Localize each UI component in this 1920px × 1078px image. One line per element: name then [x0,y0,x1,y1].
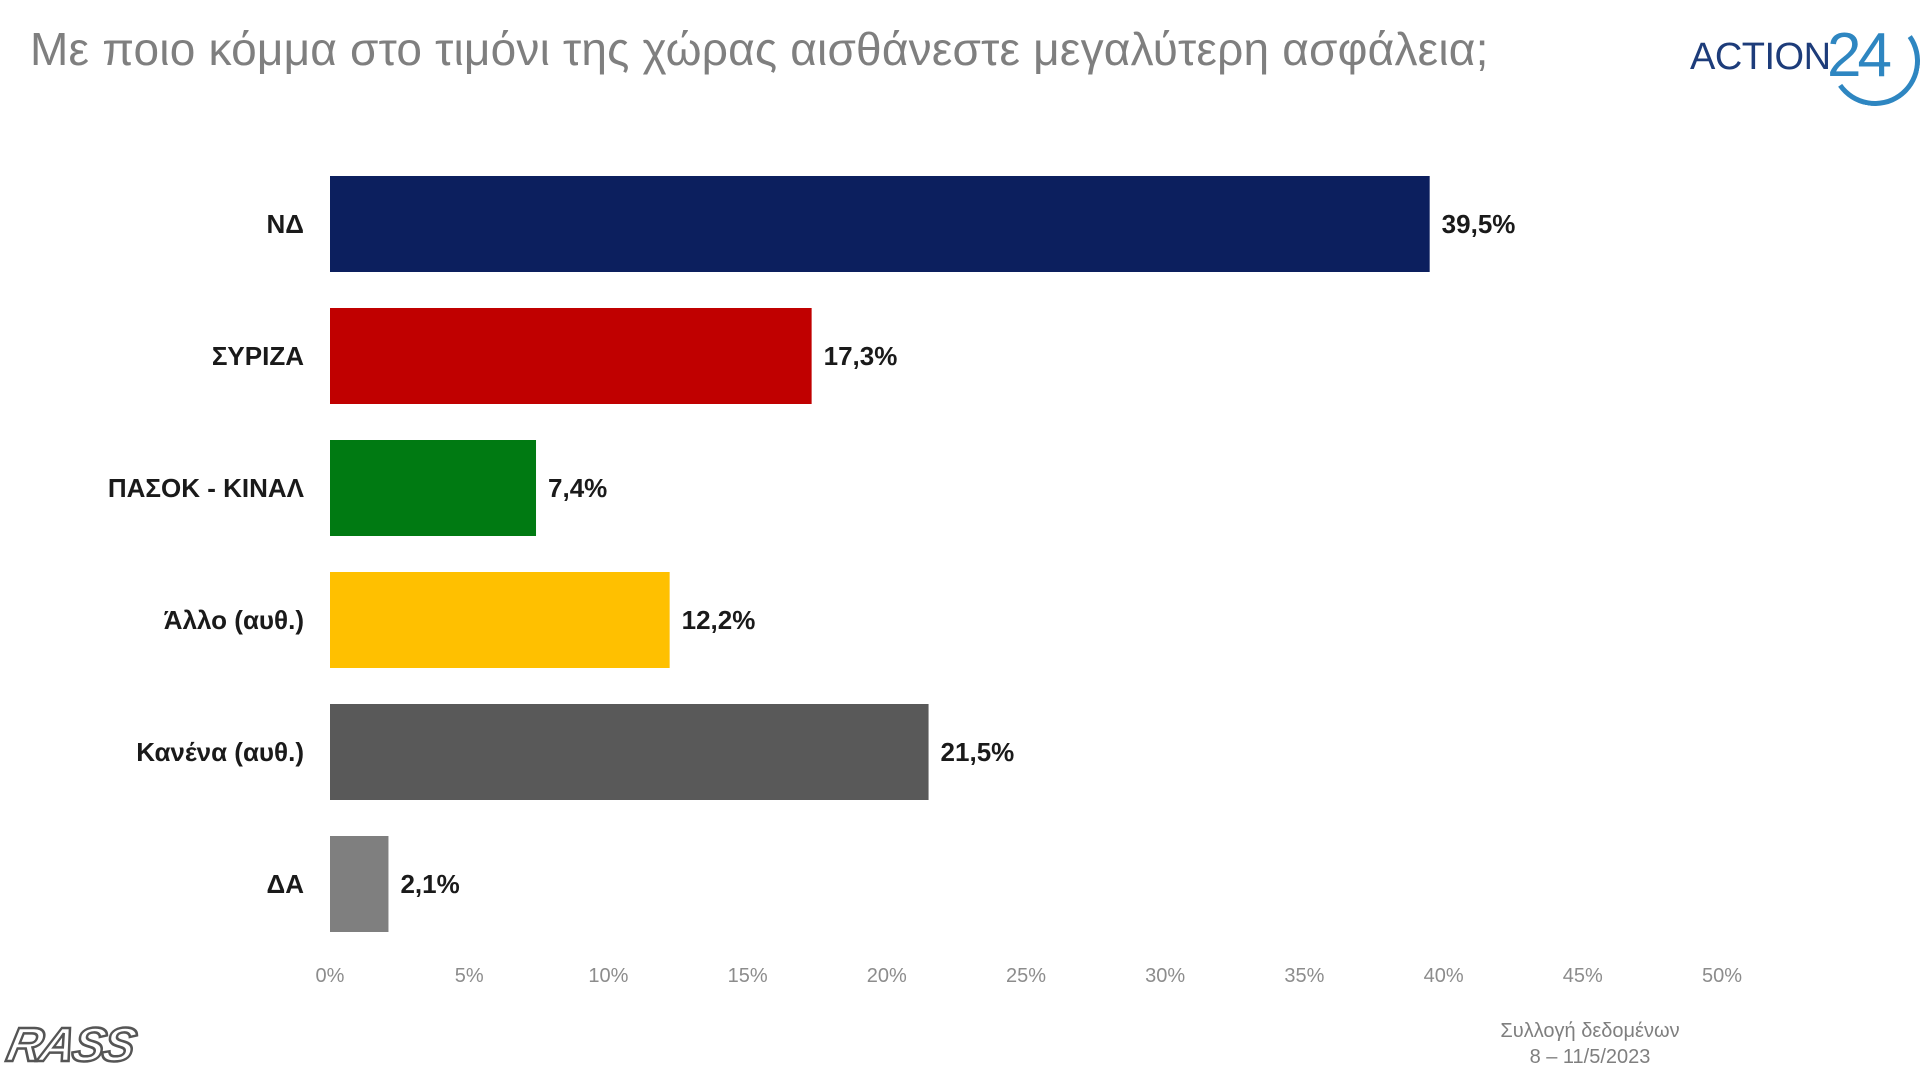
x-tick-label: 50% [1702,965,1742,987]
x-tick-label: 35% [1284,965,1324,987]
source-line-1: Συλλογή δεδομένων [1500,1020,1680,1042]
x-tick-label: 20% [867,965,907,987]
category-label: ΔΑ [267,869,305,899]
value-label: 39,5% [1442,209,1516,239]
category-label: Κανένα (αυθ.) [136,737,304,767]
x-tick-label: 10% [588,965,628,987]
data-collection-note: Συλλογή δεδομένων 8 – 11/5/2023 [1440,1018,1740,1070]
action24-logo: ACTION 24 [1690,8,1920,114]
category-label: ΝΔ [267,209,304,239]
value-label: 2,1% [400,869,459,899]
x-tick-label: 30% [1145,965,1185,987]
x-tick-label: 15% [728,965,768,987]
value-label: 17,3% [824,341,898,371]
bar [330,440,537,536]
category-label: Άλλο (αυθ.) [164,605,304,635]
logo-number: 24 [1827,21,1892,90]
bar [330,836,389,932]
logo-word: ACTION [1690,36,1831,78]
bar-chart: ΝΔ 39,5% ΣΥΡΙΖΑ 17,3% ΠΑΣΟΚ - ΚΙΝΑΛ 7,4% Άλλο … [108,176,1743,987]
rass-logo: RASS [1,1018,140,1074]
bar [330,704,929,800]
x-axis-ticks: 0% 5% 10% 15% 20% 25% 30% 35% 40% 45% 50% [316,965,1743,987]
category-label: ΣΥΡΙΖΑ [212,341,304,371]
x-tick-label: 0% [316,965,345,987]
x-tick-label: 5% [455,965,484,987]
x-tick-label: 25% [1006,965,1046,987]
chart-title: Με ποιο κόμμα στο τιμόνι της χώρας αισθά… [30,23,1489,75]
bar [330,176,1430,272]
bar [330,308,812,404]
value-label: 7,4% [548,473,607,503]
x-tick-label: 40% [1424,965,1464,987]
bars-group: ΝΔ 39,5% ΣΥΡΙΖΑ 17,3% ΠΑΣΟΚ - ΚΙΝΑΛ 7,4% Άλλο … [108,176,1516,932]
source-line-2: 8 – 11/5/2023 [1529,1046,1651,1068]
category-label: ΠΑΣΟΚ - ΚΙΝΑΛ [108,473,305,503]
bar [330,572,670,668]
x-tick-label: 45% [1563,965,1603,987]
value-label: 21,5% [941,737,1015,767]
value-label: 12,2% [682,605,756,635]
